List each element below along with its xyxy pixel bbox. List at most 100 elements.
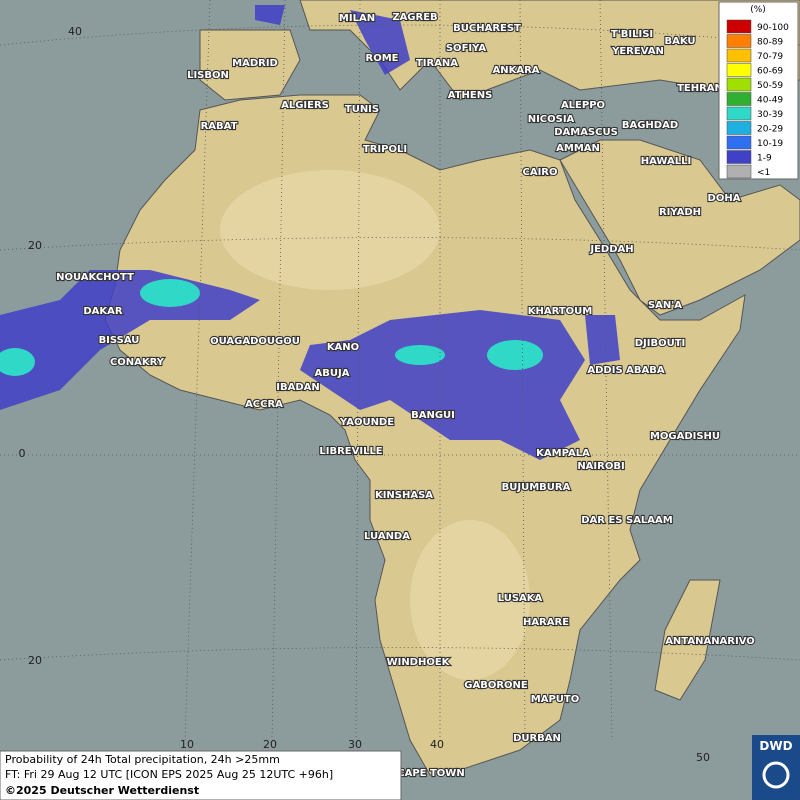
city-label: ALGIERS [281,100,329,111]
precip-area [585,315,620,365]
city-label: ZAGREB [392,12,437,23]
city-label: ACCRA [245,399,283,410]
longitude-label: 10 [180,738,194,751]
city-label: DAR ES SALAAM [581,515,673,526]
city-label: CONAKRY [110,357,165,368]
city-label: BANGUI [411,410,455,421]
city-label: TRIPOLI [363,144,407,155]
city-label: ABUJA [315,368,350,379]
city-label: LIBREVILLE [319,446,382,457]
legend-swatch [726,48,752,63]
city-labels: MILAN ZAGREB BUCHAREST T'BILISI BAKU MADRID RO… [55,11,756,780]
legend: (%) 90-100 80-89 70-79 60-69 50-59 40-49 30-39… [718,1,799,180]
legend-swatch [726,63,752,77]
city-label: ALEPPO [561,100,605,111]
legend-swatch [726,34,752,48]
legend-label: 70-79 [757,52,783,62]
city-label: TUNIS [345,104,379,115]
city-label: SOFIYA [446,43,487,54]
city-label: YEREVAN [611,46,664,57]
legend-swatch [726,77,752,92]
city-label: MILAN [339,13,375,24]
city-label: ADDIS ABABA [587,365,664,376]
city-label: BAGHDAD [622,120,678,131]
precip-area [255,5,285,25]
city-label: HAWALLI [641,156,691,167]
city-label: KANO [327,342,359,353]
city-label: CAIRO [523,167,558,178]
precip-area [350,10,410,75]
graticule-line [0,237,800,251]
city-label: DAMASCUS [554,127,618,138]
city-label: YAOUNDE [339,417,394,428]
city-label: OUAGADOUGOU [210,336,300,347]
legend-label: 40-49 [757,96,783,106]
graticule-line [599,0,613,741]
graticule [0,0,800,741]
city-label: LISBON [187,70,229,81]
logo-text: DWD [759,739,792,753]
city-label: ATHENS [448,90,493,101]
precip-area [0,270,260,410]
legend-label: 1-9 [757,154,772,164]
city-label: NOUAKCHOTT [56,272,134,283]
legend-swatch [726,106,752,121]
city-label: ANKARA [492,65,539,76]
city-label: AMMAN [556,143,600,154]
latitude-label: 20 [28,239,42,252]
city-label: GABORONE [464,680,528,691]
precip-area [140,279,200,307]
city-label: NAIROBI [577,461,624,472]
latitude-label: 0 [19,447,26,460]
city-label: WINDHOEK [387,657,451,668]
legend-swatch [726,150,752,164]
city-label: MAPUTO [531,694,579,705]
city-label: LUANDA [364,531,410,542]
iberia [199,29,301,101]
latitude-label: 20 [28,654,42,667]
city-label: NICOSIA [528,114,575,125]
city-label: TIRANA [416,58,458,69]
footer-copyright: ©2025 Deutscher Wetterdienst [5,784,199,797]
city-label: LUSAKA [498,593,543,604]
graticule-line [0,24,800,46]
city-label: BUJUMBURA [502,482,571,493]
legend-swatch [726,164,752,179]
longitude-label: 40 [430,738,444,751]
city-label: ROME [366,53,399,64]
city-label: T'BILISI [611,29,653,40]
city-label: DURBAN [513,733,561,744]
city-label: MOGADISHU [650,431,720,442]
city-label: IBADAN [276,382,320,393]
longitude-label: 20 [263,738,277,751]
legend-swatch [726,92,752,106]
city-label: RIYADH [659,207,701,218]
city-label: KINSHASA [375,490,433,501]
city-label: BUCHAREST [453,23,521,34]
legend-title: (%) [750,5,766,15]
sahara [220,170,440,290]
logo-box [752,735,800,800]
legend-label: 80-89 [757,38,783,48]
graticule-line [271,0,286,741]
latitude-label: 40 [68,25,82,38]
city-label: DAKAR [83,306,123,317]
legend-swatch [726,121,752,135]
city-label: HARARE [523,617,569,628]
legend-label: 20-29 [757,125,783,135]
graticule-line [0,647,800,661]
city-label: TEHRAN [677,83,723,94]
city-label: DJIBOUTI [635,338,686,349]
precip-area [487,340,543,370]
legend-label: 60-69 [757,67,783,77]
legend-label: 50-59 [757,81,783,91]
city-label: BISSAU [99,335,140,346]
city-label: MADRID [232,58,278,69]
city-label: RABAT [201,121,238,132]
city-label: DOHA [708,193,741,204]
precip-area [395,345,445,365]
city-label: CAPE TOWN [397,768,464,779]
legend-label: 10-19 [757,139,783,149]
graticule-line [355,0,361,741]
